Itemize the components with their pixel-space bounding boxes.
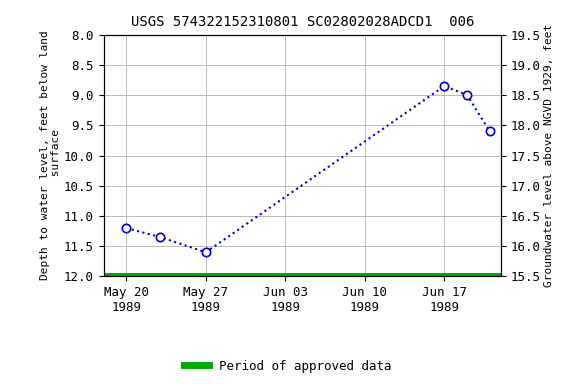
Y-axis label: Depth to water level, feet below land
 surface: Depth to water level, feet below land su…: [40, 31, 61, 280]
Y-axis label: Groundwater level above NGVD 1929, feet: Groundwater level above NGVD 1929, feet: [544, 24, 554, 287]
Title: USGS 574322152310801 SC02802028ADCD1  006: USGS 574322152310801 SC02802028ADCD1 006: [131, 15, 474, 29]
Legend: Period of approved data: Period of approved data: [179, 355, 397, 378]
